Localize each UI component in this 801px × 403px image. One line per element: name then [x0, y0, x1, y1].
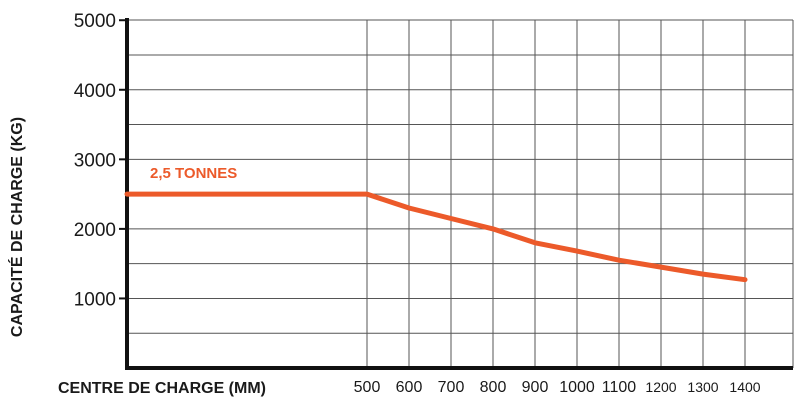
- capacity-annotation: 2,5 TONNES: [150, 165, 237, 182]
- y-tick-label: 5000: [74, 11, 116, 32]
- x-tick-label: 1400: [729, 379, 760, 395]
- y-tick-label: 4000: [74, 81, 116, 102]
- x-tick-label: 600: [396, 379, 423, 396]
- x-tick-label: 700: [438, 379, 465, 396]
- x-tick-label: 500: [354, 379, 381, 396]
- series: [124, 191, 748, 283]
- y-axis-title: CAPACITÉ DE CHARGE (KG): [7, 117, 26, 337]
- y-tick-label: 3000: [74, 150, 116, 171]
- x-tick-label: 1000: [559, 379, 595, 396]
- x-tick-label: 1300: [687, 379, 718, 395]
- x-tick-label: 800: [480, 379, 507, 396]
- y-tick-label: 1000: [74, 289, 116, 310]
- x-tick-label: 900: [522, 379, 549, 396]
- capacity-line: [124, 191, 748, 283]
- x-axis-title: CENTRE DE CHARGE (MM): [58, 380, 266, 397]
- x-tick-label: 1100: [602, 379, 637, 396]
- y-tick-label: 2000: [74, 220, 116, 241]
- y-tick-labels: 5000 4000 3000 2000 1000: [74, 11, 127, 310]
- x-tick-label: 1200: [645, 379, 676, 395]
- x-tick-labels: 500 600 700 800 900 1000 1100 1200 1300 1400: [354, 379, 761, 396]
